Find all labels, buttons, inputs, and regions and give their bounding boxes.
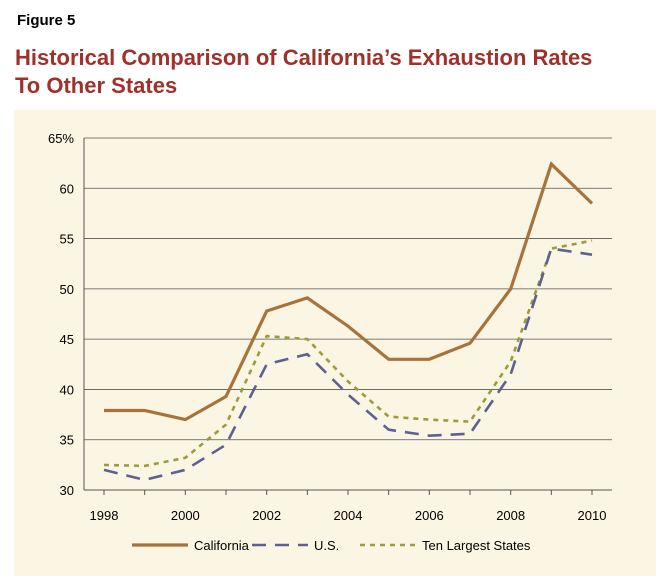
y-tick-label: 55 xyxy=(60,232,74,247)
legend-label: U.S. xyxy=(314,538,339,553)
y-tick-label: 45 xyxy=(60,332,74,347)
y-tick-label: 65% xyxy=(48,131,74,146)
series-line-u-s xyxy=(103,247,593,482)
y-tick-label: 60 xyxy=(60,181,74,196)
legend-item: Ten Largest States xyxy=(360,538,531,553)
legend-label: Ten Largest States xyxy=(422,538,531,553)
x-tick-label: 1998 xyxy=(90,508,119,523)
x-tick-label: 2000 xyxy=(171,508,200,523)
series-lines xyxy=(103,161,594,482)
chart-title-line-2: To Other States xyxy=(15,73,178,98)
figure-label: Figure 5 xyxy=(17,12,76,29)
series-line-california xyxy=(104,161,594,422)
x-tick-label: 2004 xyxy=(334,508,363,523)
chart-panel xyxy=(14,110,656,576)
x-tick-label: 2006 xyxy=(415,508,444,523)
x-tick-label: 2010 xyxy=(578,508,607,523)
legend-item: U.S. xyxy=(252,538,339,553)
x-tick-label: 2002 xyxy=(252,508,281,523)
x-tick-label: 2008 xyxy=(496,508,525,523)
y-axis-tick-labels: 30 35 40 45 50 55 60 65% xyxy=(48,131,74,498)
chart-title-line-1: Historical Comparison of California’s Ex… xyxy=(15,45,593,70)
y-tick-label: 30 xyxy=(60,483,74,498)
x-axis-tick-labels: 1998 2000 2002 2004 2006 2008 2010 xyxy=(90,508,607,523)
legend: California U.S. Ten Largest States xyxy=(132,538,531,553)
legend-label: California xyxy=(194,538,250,553)
series-line-ten-largest-states xyxy=(103,239,593,468)
legend-item: California xyxy=(132,538,250,553)
y-tick-label: 35 xyxy=(60,433,74,448)
gridlines xyxy=(84,137,612,441)
chart-title: Historical Comparison of California’s Ex… xyxy=(15,44,655,100)
axes xyxy=(83,138,612,495)
y-tick-label: 40 xyxy=(60,382,74,397)
y-tick-label: 50 xyxy=(60,282,74,297)
